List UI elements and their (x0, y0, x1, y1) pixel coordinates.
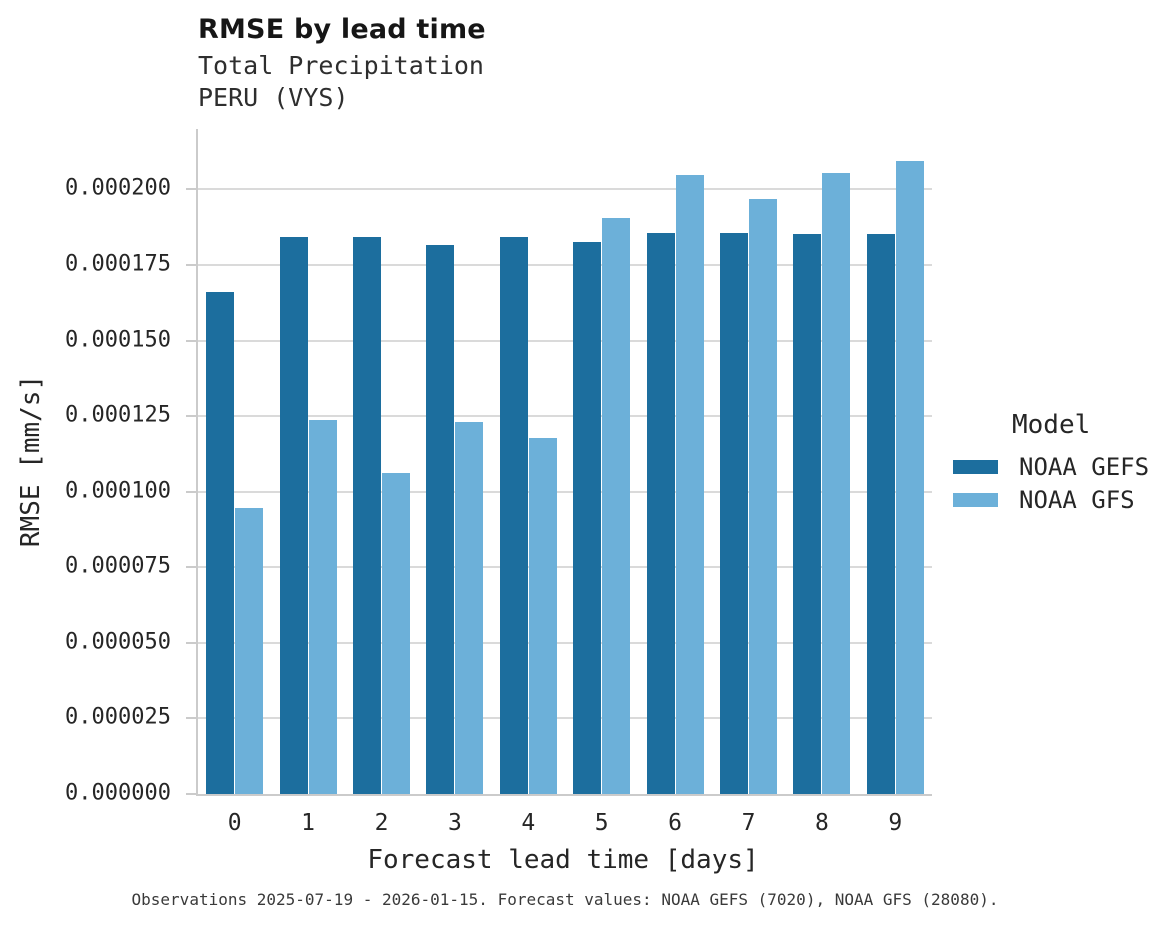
y-gridline (198, 264, 932, 267)
bar-noaa-gefs-lead-2 (353, 237, 381, 794)
bar-noaa-gfs-lead-9 (895, 161, 924, 794)
bar-noaa-gfs-lead-2 (382, 472, 410, 794)
chart-title: RMSE by lead time (198, 14, 486, 45)
x-tick-label: 5 (594, 810, 609, 836)
y-tick-mark (186, 415, 196, 418)
bar-noaa-gfs-lead-7 (749, 198, 777, 794)
legend-swatch-noaa-gefs (953, 459, 998, 474)
y-axis-title: RMSE [mm/s] (16, 374, 46, 548)
x-tick-label: 6 (668, 810, 683, 836)
bar-noaa-gefs-lead-7 (720, 233, 748, 794)
legend-label: NOAA GEFS (1019, 452, 1150, 481)
chart-subtitle: Total Precipitation PERU (VYS) (198, 51, 484, 112)
y-gridline (198, 415, 932, 418)
legend-entries: NOAA GEFS NOAA GFS (953, 450, 1149, 516)
y-tick-label: 0.000100 (65, 478, 171, 504)
legend-swatch-noaa-gfs (953, 492, 998, 507)
legend-title: Model (1012, 410, 1091, 440)
bar-noaa-gefs-lead-3 (426, 245, 455, 794)
x-tick-label: 0 (227, 810, 242, 836)
bar-noaa-gefs-lead-9 (866, 234, 895, 794)
y-tick-label: 0.000175 (65, 251, 171, 277)
y-tick-mark (186, 793, 196, 795)
y-gridline (198, 188, 932, 191)
bar-noaa-gefs-lead-1 (279, 236, 308, 794)
bar-noaa-gefs-lead-5 (573, 242, 602, 794)
y-tick-label: 0.000000 (65, 780, 171, 806)
bar-noaa-gfs-lead-5 (602, 217, 631, 794)
y-tick-label: 0.000150 (65, 327, 171, 353)
y-tick-label: 0.000200 (65, 175, 171, 201)
x-tick-label: 3 (447, 810, 462, 836)
bar-noaa-gfs-lead-6 (675, 174, 704, 794)
legend-label: NOAA GFS (1019, 485, 1135, 514)
bar-noaa-gefs-lead-0 (206, 292, 235, 794)
legend-entry: NOAA GEFS (953, 450, 1149, 483)
y-tick-label: 0.000025 (65, 704, 171, 730)
y-gridline (198, 566, 932, 569)
bar-noaa-gfs-lead-4 (528, 437, 557, 794)
x-axis-title: Forecast lead time [days] (367, 845, 759, 875)
y-tick-mark (186, 641, 196, 644)
bar-noaa-gfs-lead-1 (308, 419, 337, 794)
plot-area: 0.000000 0.000025 0.000050 0.000075 0.000100… (65, 129, 932, 836)
y-tick-label: 0.000125 (65, 402, 171, 428)
y-gridline (198, 339, 932, 342)
y-tick-mark (186, 566, 196, 569)
bar-noaa-gfs-lead-8 (822, 172, 851, 794)
y-gridline (198, 641, 932, 644)
x-tick-label: 1 (301, 810, 316, 836)
y-tick-mark (186, 339, 196, 342)
y-gridline (198, 490, 932, 493)
x-tick-label: 2 (374, 810, 389, 836)
bar-noaa-gefs-lead-4 (499, 236, 528, 794)
y-tick-mark (186, 490, 196, 493)
x-tick-label: 4 (521, 810, 536, 836)
bar-noaa-gfs-lead-3 (455, 421, 484, 794)
bar-noaa-gefs-lead-8 (793, 234, 822, 794)
y-tick-mark (186, 717, 196, 720)
x-tick-label: 7 (741, 810, 756, 836)
y-tick-label: 0.000050 (65, 629, 171, 655)
bar-noaa-gefs-lead-6 (646, 232, 675, 794)
legend: Model NOAA GEFS NOAA GFS (953, 410, 1149, 516)
y-tick-mark (186, 264, 196, 267)
y-tick-label: 0.000075 (65, 553, 171, 579)
legend-entry: NOAA GFS (953, 483, 1149, 516)
y-tick-mark (186, 188, 196, 191)
x-tick-label: 8 (814, 810, 829, 836)
y-gridline (198, 717, 932, 720)
footnote-caption: Observations 2025-07-19 - 2026-01-15. Fo… (131, 890, 999, 909)
x-tick-label: 9 (888, 810, 903, 836)
bar-noaa-gfs-lead-0 (235, 508, 264, 794)
